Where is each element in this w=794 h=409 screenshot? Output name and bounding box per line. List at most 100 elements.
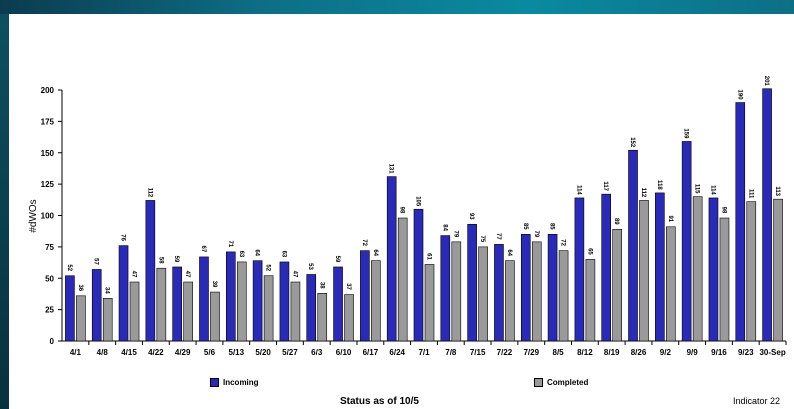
data-label: 52 xyxy=(66,264,72,271)
data-label: 47 xyxy=(131,271,137,278)
x-tick-label: 9/16 xyxy=(711,348,727,357)
data-label: 67 xyxy=(200,246,206,253)
bar-completed xyxy=(773,198,783,342)
x-tick-label: 5/13 xyxy=(229,348,245,357)
data-label: 59 xyxy=(334,256,340,263)
bar-incoming xyxy=(225,251,236,342)
data-label: 79 xyxy=(533,231,539,238)
data-label: 93 xyxy=(468,213,474,220)
x-tick-label: 7/1 xyxy=(418,348,430,357)
data-label: 47 xyxy=(184,271,190,278)
legend-incoming-label: Incoming xyxy=(223,378,259,387)
data-label: 118 xyxy=(656,180,662,190)
x-tick-label: 7/29 xyxy=(523,348,539,357)
bar-incoming xyxy=(252,260,263,342)
data-label: 64 xyxy=(254,249,260,256)
bar-completed xyxy=(76,295,86,342)
data-label: 113 xyxy=(774,186,780,196)
bar-incoming xyxy=(520,234,531,342)
y-tick-label: 50 xyxy=(45,274,54,283)
data-label: 91 xyxy=(667,215,673,222)
data-label: 53 xyxy=(307,263,313,270)
data-label: 105 xyxy=(415,196,421,207)
bar-incoming xyxy=(762,88,772,342)
bar-incoming xyxy=(413,208,424,342)
data-label: 114 xyxy=(575,185,581,195)
footer-title: Status as of 10/5 xyxy=(340,396,419,407)
bar-completed xyxy=(183,281,193,342)
data-label: 75 xyxy=(479,236,485,243)
legend-completed-label: Completed xyxy=(547,378,589,387)
x-tick-label: 8/26 xyxy=(631,348,647,357)
y-tick-label: 75 xyxy=(45,243,54,252)
data-label: 114 xyxy=(709,185,715,195)
bar-incoming xyxy=(547,234,558,342)
bar-completed xyxy=(666,226,676,342)
bar-incoming xyxy=(440,235,451,342)
bar-completed xyxy=(210,291,220,342)
data-label: 63 xyxy=(280,251,286,258)
bar-incoming xyxy=(628,149,638,342)
data-label: 85 xyxy=(549,223,555,230)
y-tick-label: 175 xyxy=(41,117,55,126)
bar-completed xyxy=(344,294,354,342)
x-tick-label: 9/2 xyxy=(660,348,672,357)
legend-incoming-swatch xyxy=(210,378,219,387)
bar-incoming xyxy=(494,244,504,342)
data-label: 72 xyxy=(361,239,367,246)
x-tick-label: 6/10 xyxy=(336,348,352,357)
legend-completed-swatch xyxy=(534,378,543,387)
x-tick-label: 7/8 xyxy=(445,348,457,357)
legend-completed: Completed xyxy=(534,378,588,387)
bar-incoming xyxy=(467,223,477,342)
bar-completed xyxy=(156,267,167,342)
bar-incoming xyxy=(199,256,209,342)
data-label: 61 xyxy=(426,253,432,260)
data-label: 79 xyxy=(452,231,458,238)
legend-incoming: Incoming xyxy=(210,378,259,387)
data-label: 36 xyxy=(77,284,83,291)
data-label: 71 xyxy=(227,241,233,248)
bar-completed xyxy=(371,260,381,342)
bar-completed xyxy=(236,261,247,342)
bar-completed xyxy=(558,250,569,342)
bar-incoming xyxy=(306,274,317,342)
data-label: 98 xyxy=(720,207,726,214)
bar-incoming xyxy=(279,261,290,342)
bar-completed xyxy=(746,201,757,342)
data-label: 72 xyxy=(560,239,566,246)
data-label: 131 xyxy=(388,164,394,175)
bar-completed xyxy=(612,229,623,342)
indicator-label: Indicator 22 xyxy=(733,396,781,406)
bar-completed xyxy=(263,275,274,342)
bar-incoming xyxy=(574,197,585,342)
data-label: 201 xyxy=(763,76,769,87)
data-label: 52 xyxy=(265,264,271,271)
bar-completed xyxy=(478,246,488,342)
x-tick-label: 7/15 xyxy=(470,348,486,357)
x-tick-label: 4/8 xyxy=(97,348,109,357)
bar-completed xyxy=(505,260,515,342)
y-tick-label: 100 xyxy=(41,212,55,221)
data-label: 57 xyxy=(93,258,99,265)
data-label: 112 xyxy=(146,188,152,198)
data-label: 64 xyxy=(372,249,378,256)
x-tick-label: 9/9 xyxy=(687,348,699,357)
x-tick-label: 4/29 xyxy=(175,348,191,357)
y-tick-label: 125 xyxy=(41,180,55,189)
x-tick-label: 7/22 xyxy=(497,348,513,357)
x-tick-label: 6/24 xyxy=(389,348,405,357)
bar-incoming xyxy=(601,193,612,342)
y-tick-label: 25 xyxy=(45,306,54,315)
bar-completed xyxy=(531,241,542,342)
data-label: 85 xyxy=(522,223,528,230)
bar-completed xyxy=(692,196,703,342)
bar-incoming xyxy=(118,245,129,342)
data-label: 34 xyxy=(104,287,110,294)
bar-incoming xyxy=(681,141,692,342)
data-label: 58 xyxy=(157,257,163,264)
left-banner xyxy=(0,14,9,409)
data-label: 37 xyxy=(345,283,351,290)
x-tick-label: 4/1 xyxy=(70,348,82,357)
bar-completed xyxy=(397,217,408,342)
